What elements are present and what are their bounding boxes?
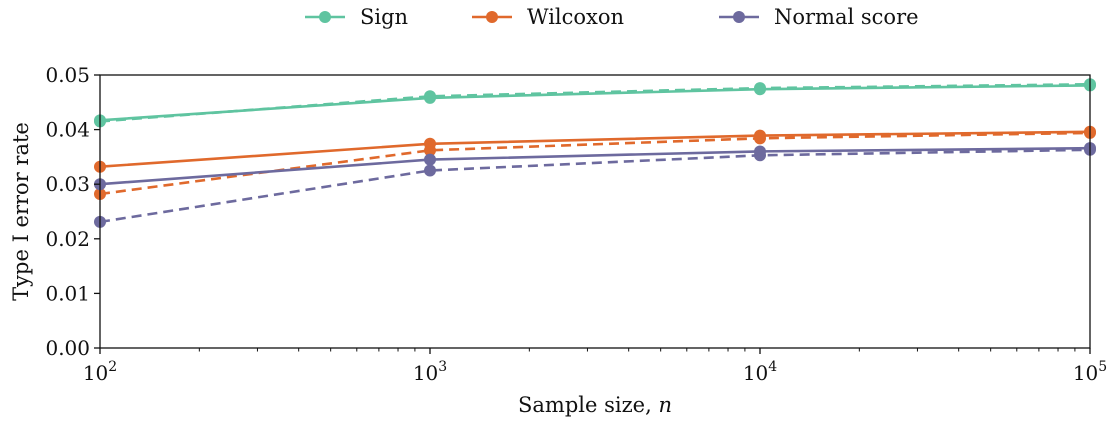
sign-solid-line	[99, 84, 1091, 122]
x-tick-label: 105	[1073, 359, 1107, 385]
legend: Sign Wilcoxon Normal score	[305, 5, 919, 29]
y-tick-label: 0.05	[45, 63, 90, 87]
normal-score-dashed-point	[424, 164, 436, 177]
y-tick-label: 0.01	[45, 281, 90, 305]
wilcoxon-dashed-point	[424, 144, 436, 157]
wilcoxon-dashed-point	[754, 132, 766, 145]
plot-frame	[99, 74, 1091, 349]
legend-sign-marker	[319, 11, 331, 23]
x-tick-label: 102	[83, 359, 117, 385]
wilcoxon-solid-line	[99, 130, 1091, 168]
normal-score-solid-line	[99, 146, 1091, 186]
y-tick-label: 0.00	[45, 336, 90, 360]
sign-dashed-line	[99, 83, 1091, 123]
legend-wilcoxon-label: Wilcoxon	[527, 5, 624, 29]
normal-score-dashed-line	[99, 148, 1091, 224]
normal-score-dashed-point	[754, 149, 766, 162]
legend-normal-score-marker	[733, 11, 745, 23]
series-layer	[94, 78, 1096, 228]
sign-dashed-point	[754, 82, 766, 95]
normal-score-solid-point	[424, 153, 436, 166]
legend-sign-label: Sign	[360, 5, 408, 29]
x-tick-label: 103	[413, 359, 447, 385]
sign-dashed-point	[424, 90, 436, 103]
x-tick-label: 104	[743, 359, 777, 385]
y-tick-label: 0.03	[45, 172, 90, 196]
legend-wilcoxon-marker	[486, 11, 498, 23]
y-axis-label: Type I error rate	[9, 122, 33, 301]
legend-normal-score-label: Normal score	[774, 5, 919, 29]
y-tick-label: 0.04	[45, 118, 90, 142]
axes-layer: 0.00 0.01 0.02 0.03 0.04 0.05 102 103 104 105	[45, 63, 1107, 385]
x-axis-label: Sample size, n	[518, 393, 672, 417]
y-tick-label: 0.02	[45, 227, 90, 251]
